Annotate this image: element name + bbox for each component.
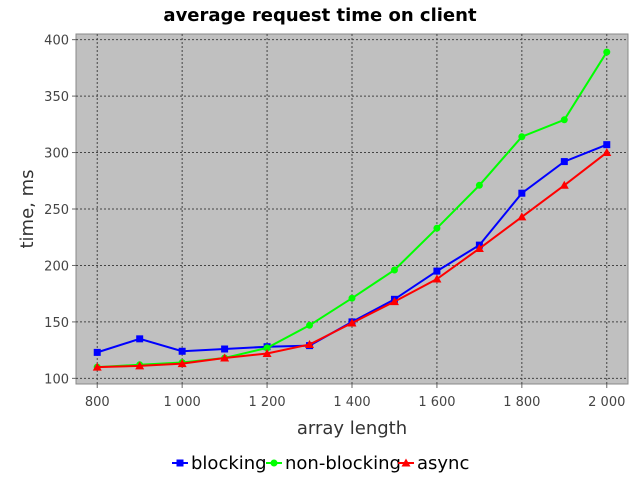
x-axis-label: array length: [297, 418, 407, 439]
legend: blocking non-blocking async: [172, 453, 469, 474]
series-async: [92, 148, 612, 371]
data-point: [560, 116, 568, 124]
data-point: [92, 362, 102, 371]
data-point: [518, 189, 526, 197]
data-point: [559, 180, 569, 189]
data-point: [306, 321, 314, 329]
data-point: [517, 212, 527, 221]
data-point: [347, 318, 357, 327]
data-point: [603, 141, 611, 149]
x-tick-label: 1 200: [248, 395, 285, 410]
data-point: [433, 224, 441, 232]
data-point: [135, 361, 145, 370]
data-point: [93, 348, 101, 356]
y-axis: 100 150 200 250 300 350 400: [44, 34, 76, 387]
x-tick-label: 2 000: [588, 395, 625, 410]
legend-label: blocking: [191, 453, 267, 474]
legend-marker: [401, 458, 411, 467]
data-point: [178, 347, 186, 355]
legend-label: async: [417, 453, 469, 474]
data-point: [475, 181, 483, 189]
y-tick-label: 300: [44, 147, 69, 162]
y-tick-label: 100: [44, 372, 69, 387]
data-point: [432, 274, 442, 283]
legend-item-blocking: blocking: [172, 453, 267, 474]
data-point: [474, 244, 484, 253]
data-point: [433, 267, 441, 275]
y-tick-label: 400: [44, 34, 69, 49]
data-point: [263, 344, 271, 352]
data-point: [177, 359, 187, 368]
legend-marker: [270, 459, 278, 467]
legend-item-async: async: [398, 453, 469, 474]
data-point: [305, 339, 315, 348]
y-tick-label: 250: [44, 203, 69, 218]
legend-marker: [176, 459, 184, 467]
y-tick-label: 200: [44, 259, 69, 274]
series-layer: [92, 48, 612, 371]
data-point: [389, 297, 399, 306]
data-point: [136, 335, 144, 343]
y-tick-label: 150: [44, 316, 69, 331]
chart-title: average request time on client: [163, 5, 477, 26]
y-axis-label: time, ms: [17, 169, 38, 248]
y-tick-label: 350: [44, 90, 69, 105]
x-tick-label: 1 400: [333, 395, 370, 410]
x-tick-label: 1 000: [164, 395, 201, 410]
x-tick-label: 1 600: [418, 395, 455, 410]
data-point: [348, 294, 356, 302]
data-point: [220, 353, 230, 362]
x-axis: 800 1 000 1 200 1 400 1 600 1 800 2 000: [85, 384, 625, 410]
data-point: [518, 133, 526, 141]
data-point: [262, 349, 272, 358]
legend-label: non-blocking: [285, 453, 401, 474]
data-point: [603, 48, 611, 56]
data-point: [560, 158, 568, 166]
data-point: [602, 148, 612, 157]
x-tick-label: 800: [85, 395, 110, 410]
x-tick-label: 1 800: [503, 395, 540, 410]
grid: [76, 34, 628, 384]
data-point: [221, 345, 229, 353]
data-point: [390, 266, 398, 274]
legend-item-non-blocking: non-blocking: [266, 453, 401, 474]
